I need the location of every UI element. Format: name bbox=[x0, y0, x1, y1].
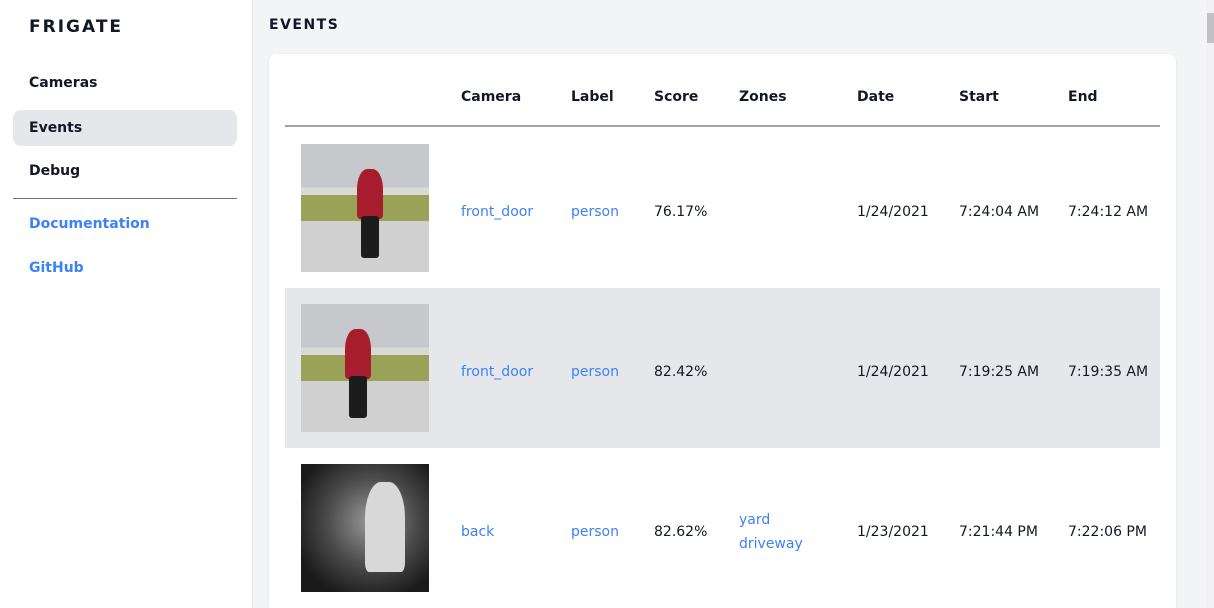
sidebar-item-debug[interactable]: Debug bbox=[29, 163, 81, 179]
cell-score: 82.62% bbox=[654, 524, 708, 540]
cell-label[interactable]: person bbox=[571, 204, 619, 220]
cell-score: 76.17% bbox=[654, 204, 708, 220]
cell-zones: yard driveway bbox=[739, 508, 803, 556]
zone-link[interactable]: yard bbox=[739, 512, 771, 528]
column-camera: Camera bbox=[461, 89, 522, 105]
column-label: Label bbox=[571, 89, 614, 105]
cell-camera[interactable]: back bbox=[461, 524, 495, 540]
cell-date: 1/23/2021 bbox=[857, 524, 929, 540]
person-figure bbox=[345, 329, 371, 379]
column-end: End bbox=[1068, 89, 1098, 105]
documentation-link[interactable]: Documentation bbox=[29, 216, 150, 232]
zone-link[interactable]: driveway bbox=[739, 536, 803, 552]
event-thumbnail[interactable] bbox=[301, 464, 429, 592]
scrollbar-thumb[interactable] bbox=[1207, 13, 1214, 43]
table-row[interactable]: front_doorperson76.17%​​1/24/20217:24:04… bbox=[285, 128, 1160, 288]
cell-end: 7:22:06 PM bbox=[1068, 524, 1147, 540]
person-legs bbox=[361, 216, 379, 258]
sidebar-divider bbox=[13, 198, 237, 199]
app-logo: FRIGATE bbox=[29, 17, 124, 37]
sidebar-item-events[interactable]: Events bbox=[13, 110, 237, 146]
page-title: EVENTS bbox=[269, 17, 340, 33]
cell-end: 7:19:35 AM bbox=[1068, 364, 1149, 380]
cell-end: 7:24:12 AM bbox=[1068, 204, 1149, 220]
person-legs bbox=[349, 376, 367, 418]
cell-score: 82.42% bbox=[654, 364, 708, 380]
sidebar-item-cameras[interactable]: Cameras bbox=[29, 75, 98, 91]
column-score: Score bbox=[654, 89, 699, 105]
column-zones: Zones bbox=[739, 89, 787, 105]
table-row[interactable]: front_doorperson82.42%​​1/24/20217:19:25… bbox=[285, 288, 1160, 448]
table-header: Camera Label Score Zones Date Start End bbox=[285, 54, 1160, 127]
table-row[interactable]: back person 82.62% yard driveway 1/23/2021 7:2… bbox=[285, 448, 1160, 608]
github-link[interactable]: GitHub bbox=[29, 260, 84, 276]
sidebar: FRIGATE Cameras Events Debug Documentati… bbox=[0, 0, 253, 608]
person-figure bbox=[365, 482, 405, 572]
cell-start: 7:19:25 AM bbox=[959, 364, 1040, 380]
cell-label[interactable]: person bbox=[571, 364, 619, 380]
cell-camera[interactable]: front_door bbox=[461, 204, 534, 220]
event-thumbnail[interactable] bbox=[301, 304, 429, 432]
events-table: Camera Label Score Zones Date Start End … bbox=[269, 54, 1176, 608]
cell-label[interactable]: person bbox=[571, 524, 619, 540]
scrollbar[interactable] bbox=[1207, 0, 1214, 608]
column-start: Start bbox=[959, 89, 999, 105]
cell-date: 1/24/2021 bbox=[857, 364, 929, 380]
column-date: Date bbox=[857, 89, 895, 105]
person-figure bbox=[357, 169, 383, 219]
cell-date: 1/24/2021 bbox=[857, 204, 929, 220]
event-thumbnail[interactable] bbox=[301, 144, 429, 272]
cell-start: 7:21:44 PM bbox=[959, 524, 1038, 540]
cell-start: 7:24:04 AM bbox=[959, 204, 1040, 220]
cell-camera[interactable]: front_door bbox=[461, 364, 534, 380]
